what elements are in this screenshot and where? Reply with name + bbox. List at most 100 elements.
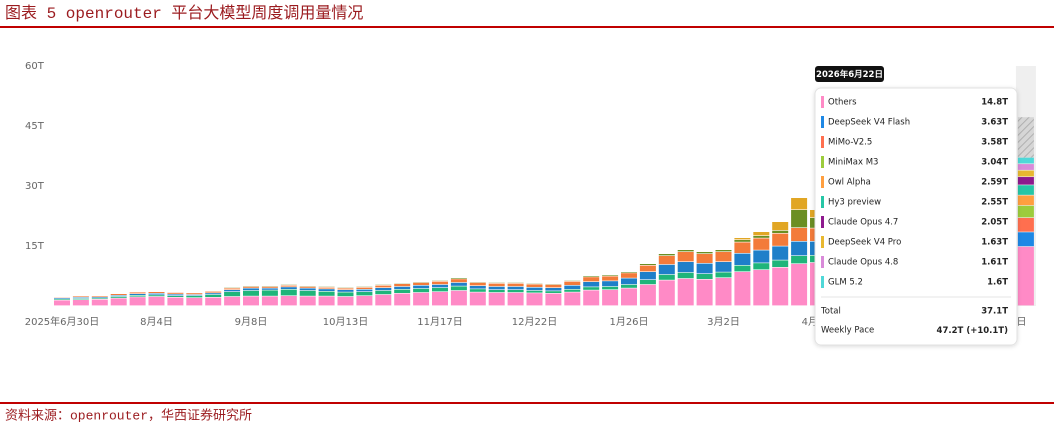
x-tick-label: 3月2日 [707, 316, 740, 328]
bar-segment [1017, 157, 1034, 164]
bar-segment [167, 292, 184, 294]
tooltip-series-name: Hy3 preview [828, 198, 881, 208]
bar-segment [507, 283, 524, 287]
bar-segment [91, 298, 108, 299]
tooltip-value: 1.6T [987, 278, 1008, 288]
bar-segment [375, 285, 392, 288]
bar-segment [413, 285, 430, 289]
tooltip-box [814, 87, 1018, 346]
bar-segment [243, 296, 259, 306]
bar-segment [280, 285, 297, 287]
bar-segment [186, 294, 203, 296]
bar-segment [148, 293, 165, 295]
tooltip-value: 14.8T [981, 98, 1008, 108]
bar-segment [261, 290, 278, 296]
x-tick-label: 2025年6月30日 [25, 315, 100, 328]
bar-segment [299, 288, 316, 291]
bar-segment [394, 289, 411, 293]
bar-segment [696, 254, 713, 263]
bar-segment [734, 242, 751, 253]
y-tick-label: 15T [25, 241, 45, 252]
bar-segment [261, 286, 278, 288]
x-tick-label: 9月8日 [235, 316, 268, 328]
bar-segment [224, 290, 241, 292]
tooltip-series-name: Claude Opus 4.7 [828, 218, 898, 228]
bar-segment [488, 292, 505, 306]
bar-segment [753, 263, 770, 270]
bar-segment [791, 256, 808, 264]
bar-segment [280, 287, 297, 289]
bar-segment [772, 267, 789, 306]
bar-segment [129, 297, 146, 306]
bar-segment [583, 282, 600, 287]
bar-segment [507, 286, 524, 290]
bar-segment [432, 292, 448, 306]
bar-segment [791, 198, 808, 210]
bar-segment [602, 286, 619, 290]
bar-segment [772, 230, 789, 233]
bar-segment [734, 272, 751, 306]
tooltip-series-name: Others [828, 98, 857, 108]
bar-segment [621, 273, 637, 278]
bar-segment [110, 296, 127, 298]
bar-segment [621, 288, 637, 306]
bar-segment [450, 286, 467, 291]
bar-segment [91, 297, 108, 298]
tooltip-value: 2.55T [981, 198, 1008, 208]
bar-segment [488, 283, 505, 287]
bar-segment [658, 256, 675, 265]
bar-segment [545, 293, 562, 306]
bar-segment [148, 295, 165, 297]
bar-segment [602, 290, 619, 306]
bar-segment [715, 250, 732, 252]
bar-segment [1017, 195, 1034, 206]
bar-segment [772, 260, 789, 267]
bar-segment [753, 232, 770, 236]
bar-segment [186, 296, 203, 298]
bar-segment [261, 288, 278, 290]
tooltip-series-name: Claude Opus 4.8 [828, 258, 898, 268]
bar-segment [148, 296, 165, 306]
bar-segment [791, 210, 808, 228]
tooltip-value: 3.04T [981, 158, 1008, 168]
bar-segment [356, 292, 373, 296]
bar-segment [356, 289, 373, 292]
bar-segment [167, 294, 184, 296]
bar-segment [583, 287, 600, 290]
bar-segment [243, 288, 259, 291]
bar-segment [110, 294, 127, 295]
bar-segment [450, 290, 467, 306]
tooltip-swatch [821, 216, 824, 228]
bar-segment [129, 295, 146, 297]
chart-title: 图表 5 openrouter 平台大模型周度调用量情况 [5, 4, 363, 23]
bar-segment [91, 299, 108, 306]
bar-segment [677, 272, 694, 279]
bar-segment [224, 292, 241, 297]
bar-segment [72, 297, 89, 299]
bar-segment [186, 293, 203, 295]
bar-segment [186, 298, 203, 306]
bar-segment [583, 276, 600, 277]
bar-segment [394, 293, 411, 306]
tooltip-series-name: MiMo-V2.5 [828, 138, 872, 148]
bar-segment [602, 275, 619, 276]
x-tick-label: 12月22日 [512, 316, 557, 328]
bar-segment [394, 284, 411, 287]
bar-segment [526, 293, 543, 306]
tooltip-value: 1.61T [981, 258, 1008, 268]
bar-segment [715, 252, 732, 262]
bar-segment [696, 252, 713, 254]
bar-segment [432, 284, 448, 288]
bar-segment [526, 284, 543, 287]
bar-segment [753, 238, 770, 250]
tooltip-title-bg [815, 66, 884, 82]
bar-segment [507, 290, 524, 293]
pace-value: 47.2T [937, 326, 964, 336]
bar-segment [564, 292, 581, 306]
bar-segment [469, 282, 486, 286]
bar-segment [413, 292, 430, 306]
y-tick-label: 60T [25, 61, 45, 72]
bar-segment [658, 254, 675, 256]
tooltip-swatch [821, 196, 824, 208]
